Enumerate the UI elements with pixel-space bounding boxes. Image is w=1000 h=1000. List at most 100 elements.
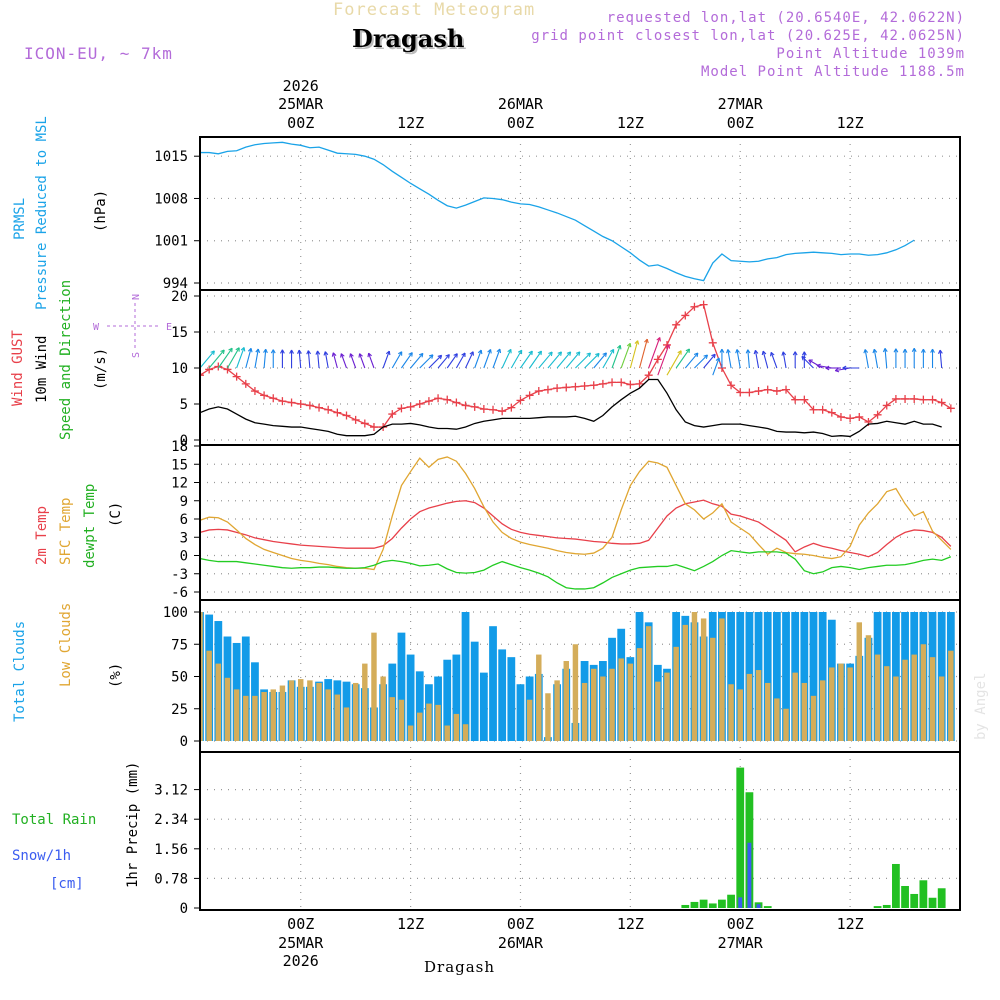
wind-arrow bbox=[419, 354, 434, 369]
bar-low-clouds bbox=[810, 695, 817, 741]
bar-low-clouds bbox=[691, 612, 698, 741]
bar-total-rain bbox=[727, 894, 735, 908]
bar-total-rain bbox=[873, 906, 882, 908]
wind-arrow bbox=[736, 349, 741, 369]
wind-arrow bbox=[770, 352, 778, 369]
bar-low-clouds bbox=[206, 650, 212, 741]
bar-low-clouds bbox=[325, 689, 331, 741]
wind-arrow bbox=[359, 353, 366, 369]
bar-total-rain bbox=[892, 863, 900, 908]
wind-arrow-head bbox=[911, 348, 917, 353]
gust-marker bbox=[809, 405, 818, 414]
wind-arrow-head bbox=[930, 348, 935, 353]
gust-marker bbox=[690, 302, 699, 311]
bar-low-clouds bbox=[856, 622, 863, 741]
gust-marker bbox=[608, 378, 617, 387]
wind-arrow-head bbox=[902, 348, 908, 353]
wind-arrow-head bbox=[487, 349, 492, 354]
bar-total-rain bbox=[919, 880, 928, 908]
gust-marker bbox=[901, 394, 910, 403]
gust-marker bbox=[571, 382, 580, 391]
top-time-label: 00Z bbox=[727, 114, 754, 132]
gust-marker bbox=[672, 320, 681, 329]
wind-arrow-head bbox=[445, 354, 450, 359]
wind-arrow-head bbox=[693, 352, 699, 358]
wind-arrow-head bbox=[331, 352, 337, 357]
bar-low-clouds bbox=[398, 699, 405, 741]
gust-marker bbox=[250, 387, 259, 396]
wind-arrow-head bbox=[882, 348, 888, 353]
bar-low-clouds bbox=[279, 685, 286, 741]
temp-panel-labels: 2m Temp SFC Temp dewpt Temp (C) bbox=[34, 484, 124, 568]
wind-arrow bbox=[307, 350, 311, 369]
y-tick-label: 6 bbox=[180, 512, 188, 528]
bar-low-clouds bbox=[380, 676, 386, 741]
gust-marker bbox=[443, 395, 452, 404]
requested-coords: requested lon,lat (20.6540E, 42.0622N) bbox=[606, 10, 965, 26]
bar-low-clouds bbox=[755, 670, 762, 741]
y-tick-label: -3 bbox=[171, 567, 188, 583]
wind-arrow-head bbox=[566, 351, 572, 356]
gust-marker bbox=[543, 385, 552, 394]
bar-low-clouds bbox=[261, 691, 267, 741]
wind-arrow bbox=[391, 351, 403, 369]
wind-arrow bbox=[340, 353, 348, 369]
gust-marker bbox=[754, 387, 763, 396]
gust-marker bbox=[818, 405, 827, 414]
wind-arrow bbox=[666, 350, 682, 376]
compass-north: N bbox=[131, 294, 142, 300]
gust-marker bbox=[200, 371, 204, 380]
wind-arrow-head bbox=[263, 348, 268, 354]
bottom-date-label: 26MAR bbox=[498, 934, 544, 952]
model-altitude: Model Point Altitude 1188.5m bbox=[700, 64, 965, 80]
bar-low-clouds bbox=[938, 676, 945, 741]
bar-low-clouds bbox=[645, 626, 652, 741]
bar-low-clouds bbox=[435, 704, 441, 741]
wind-arrow-head bbox=[715, 357, 721, 362]
wind-arrow-head bbox=[428, 354, 434, 359]
gust-marker bbox=[644, 371, 653, 380]
gust-marker bbox=[232, 372, 241, 381]
bar-low-clouds bbox=[536, 654, 542, 741]
wind-arrow-head bbox=[685, 348, 691, 353]
gust-marker bbox=[553, 384, 562, 393]
compass-icon: N S W E bbox=[93, 294, 172, 358]
gust-marker bbox=[351, 415, 360, 424]
top-time-label: 00Z bbox=[287, 114, 314, 132]
bar-total-clouds bbox=[406, 654, 415, 741]
wind-arrow bbox=[208, 349, 225, 369]
wind-arrow bbox=[492, 348, 501, 369]
gust-marker bbox=[516, 396, 525, 405]
gust-marker bbox=[360, 419, 369, 428]
bar-low-clouds bbox=[462, 724, 469, 741]
wind-arrow-head bbox=[711, 353, 716, 359]
series-line-10m-wind bbox=[200, 378, 942, 438]
bar-low-clouds bbox=[700, 618, 707, 741]
y-tick-label: 1.56 bbox=[154, 842, 188, 858]
wind-arrow-head bbox=[575, 351, 581, 356]
panel-frame bbox=[199, 444, 961, 601]
wind-arrow bbox=[675, 348, 690, 369]
gust-marker bbox=[324, 405, 333, 414]
bar-low-clouds bbox=[719, 618, 725, 741]
y-tick-label: 100 bbox=[163, 605, 188, 621]
wind10-label: 10m Wind bbox=[34, 336, 50, 403]
gust-marker bbox=[479, 405, 488, 414]
gust-marker bbox=[507, 403, 516, 412]
gust-marker bbox=[772, 387, 781, 396]
gust-marker bbox=[214, 362, 223, 371]
low-clouds-label: Low Clouds bbox=[58, 603, 74, 687]
y-tick-label: 1001 bbox=[154, 234, 188, 250]
wind-arrow bbox=[529, 350, 542, 369]
wind-arrow bbox=[657, 344, 670, 376]
wind-arrow-head bbox=[398, 351, 403, 356]
gust-marker bbox=[836, 412, 845, 421]
bar-low-clouds bbox=[884, 666, 890, 741]
speed-dir-label: Speed and Direction bbox=[58, 280, 74, 440]
gust-marker bbox=[296, 400, 305, 408]
wind-arrow bbox=[254, 348, 259, 369]
y-tick-label: 994 bbox=[163, 276, 188, 292]
y-tick-label: 9 bbox=[180, 494, 188, 510]
